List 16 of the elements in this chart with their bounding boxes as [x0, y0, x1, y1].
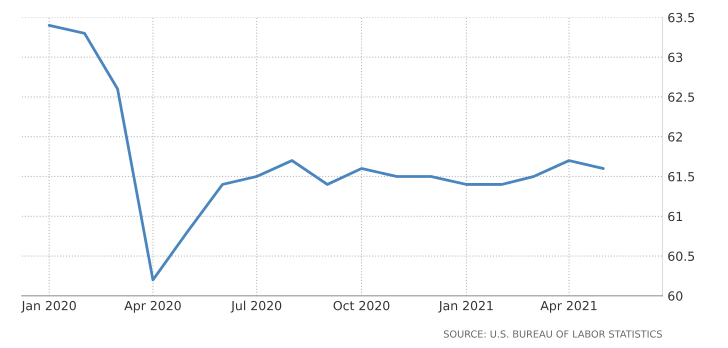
y-tick-label: 63.5 [668, 12, 694, 22]
y-tick-label: 61 [668, 212, 682, 222]
y-tick-label: 62.5 [668, 92, 694, 102]
x-tick-label: Jul 2020 [230, 300, 282, 313]
y-tick-label: 60 [668, 291, 682, 301]
x-tick-label: Jan 2020 [21, 300, 76, 313]
x-tick-label: Apr 2021 [540, 300, 597, 313]
x-tick-label: Oct 2020 [334, 300, 390, 310]
y-tick-label: 61.5 [668, 172, 694, 182]
y-tick-label: 63 [668, 52, 682, 62]
y-tick-label: 60.5 [668, 252, 694, 261]
source-note: SOURCE: U.S. BUREAU OF LABOR STATISTICS [444, 330, 662, 338]
line-series [48, 24, 605, 282]
y-tick-label: 62 [668, 132, 682, 142]
x-tick-label: Jan 2021 [438, 300, 493, 313]
x-tick-label: Apr 2020 [124, 300, 181, 313]
